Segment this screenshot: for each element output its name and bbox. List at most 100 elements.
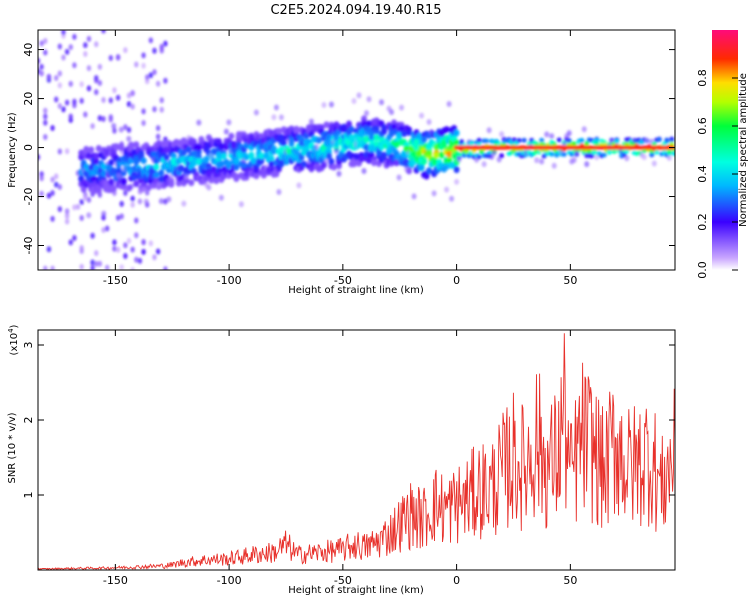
- heatmap-cell: [671, 151, 675, 157]
- heatmap-cell: [141, 239, 146, 246]
- heatmap-cell: [469, 141, 475, 146]
- heatmap-cell: [57, 70, 63, 77]
- spectrogram-xtick-label: -150: [103, 274, 128, 287]
- heatmap-cell: [206, 184, 212, 191]
- heatmap-cell: [115, 214, 121, 221]
- heatmap-cell: [348, 125, 355, 133]
- heatmap-cell: [143, 198, 149, 205]
- heatmap-cell: [95, 145, 102, 152]
- snr-scale-suffix: ): [9, 324, 20, 328]
- heatmap-cell: [95, 184, 102, 192]
- heatmap-cell: [438, 151, 445, 159]
- heatmap-cell: [153, 171, 160, 179]
- heatmap-cell: [641, 154, 647, 161]
- heatmap-cell: [61, 54, 66, 61]
- heatmap-cell: [90, 232, 95, 239]
- heatmap-cell: [134, 232, 139, 239]
- heatmap-cell: [108, 114, 114, 121]
- heatmap-cell: [119, 264, 124, 270]
- heatmap-cell: [323, 158, 329, 165]
- heatmap-cell: [321, 102, 327, 109]
- heatmap-cell: [163, 77, 168, 84]
- heatmap-cell: [141, 186, 147, 193]
- heatmap-cell: [180, 149, 187, 157]
- heatmap-cell: [454, 178, 460, 185]
- heatmap-cell: [64, 99, 70, 106]
- heatmap-cell: [391, 123, 398, 131]
- heatmap-cell: [230, 142, 237, 149]
- heatmap-cell: [140, 157, 147, 165]
- heatmap-cell: [401, 150, 408, 158]
- heatmap-cell: [130, 201, 135, 208]
- heatmap-cell: [220, 152, 227, 160]
- svg-text:(x104): (x104): [7, 324, 20, 355]
- spectrogram-ytick-label: 40: [22, 43, 35, 57]
- spectrogram-xtick-label: 0: [453, 274, 460, 287]
- heatmap-cell: [444, 186, 450, 193]
- heatmap-cell: [549, 151, 555, 157]
- heatmap-cell: [158, 169, 165, 177]
- heatmap-cell: [233, 157, 240, 164]
- heatmap-cell: [141, 62, 146, 69]
- colorbar-label: Normalized spectral amplitude: [738, 73, 749, 227]
- heatmap-cell: [94, 89, 99, 96]
- heatmap-cell: [90, 259, 95, 266]
- colorbar: 0.0 0.2 0.4 0.6 0.8 Normalized spectral ampl…: [696, 30, 749, 279]
- heatmap-cell: [398, 125, 405, 133]
- heatmap-cell: [97, 79, 103, 86]
- heatmap-cell: [228, 132, 235, 140]
- heatmap-cell: [298, 154, 305, 161]
- heatmap-cell: [39, 171, 44, 178]
- heatmap-cell: [459, 139, 465, 145]
- heatmap-cell: [72, 62, 77, 69]
- heatmap-cell: [361, 167, 367, 174]
- heatmap-cell: [79, 81, 84, 88]
- heatmap-cell: [366, 96, 372, 103]
- heatmap-cell: [190, 150, 197, 158]
- heatmap-cell: [130, 90, 135, 97]
- heatmap-cell: [285, 147, 292, 155]
- snr-xtick-label: -100: [217, 574, 242, 587]
- heatmap-cell: [443, 126, 450, 133]
- heatmap-cell: [276, 189, 282, 196]
- heatmap-cell: [93, 152, 100, 160]
- heatmap-cell: [112, 239, 117, 246]
- heatmap-cell: [104, 225, 110, 232]
- heatmap-cell: [233, 175, 240, 182]
- heatmap-cell: [72, 204, 77, 211]
- heatmap-cell: [64, 148, 70, 155]
- heatmap-cell: [624, 141, 630, 147]
- heatmap-cell: [111, 123, 117, 130]
- heatmap-cell: [364, 110, 370, 117]
- heatmap-cell: [141, 108, 146, 115]
- heatmap-cell: [155, 125, 161, 132]
- heatmap-cell: [413, 144, 420, 151]
- heatmap-cell: [333, 134, 340, 142]
- heatmap-cell: [268, 160, 275, 168]
- heatmap-cell: [183, 173, 189, 180]
- heatmap-cell: [226, 119, 232, 126]
- heatmap-cell: [606, 150, 612, 155]
- heatmap-cell: [496, 156, 502, 163]
- heatmap-cell: [57, 148, 63, 155]
- heatmap-cell: [54, 74, 59, 81]
- heatmap-cell: [115, 54, 121, 61]
- heatmap-cell: [101, 97, 106, 104]
- heatmap-cell: [566, 130, 572, 137]
- heatmap-cell: [456, 151, 462, 157]
- spectrogram-ytick-label: -40: [22, 237, 35, 255]
- heatmap-cell: [50, 125, 55, 132]
- heatmap-cell: [46, 192, 52, 199]
- heatmap-cell: [83, 42, 88, 49]
- heatmap-cell: [253, 172, 260, 180]
- heatmap-cell: [195, 157, 202, 165]
- heatmap-cell: [39, 63, 44, 70]
- heatmap-cell: [313, 144, 319, 151]
- heatmap-cell: [431, 190, 437, 197]
- heatmap-cell: [551, 162, 557, 169]
- heatmap-cell: [574, 150, 580, 157]
- heatmap-cell: [64, 218, 70, 225]
- heatmap-cell: [476, 154, 482, 160]
- heatmap-cell: [86, 85, 92, 92]
- heatmap-cell: [250, 157, 257, 165]
